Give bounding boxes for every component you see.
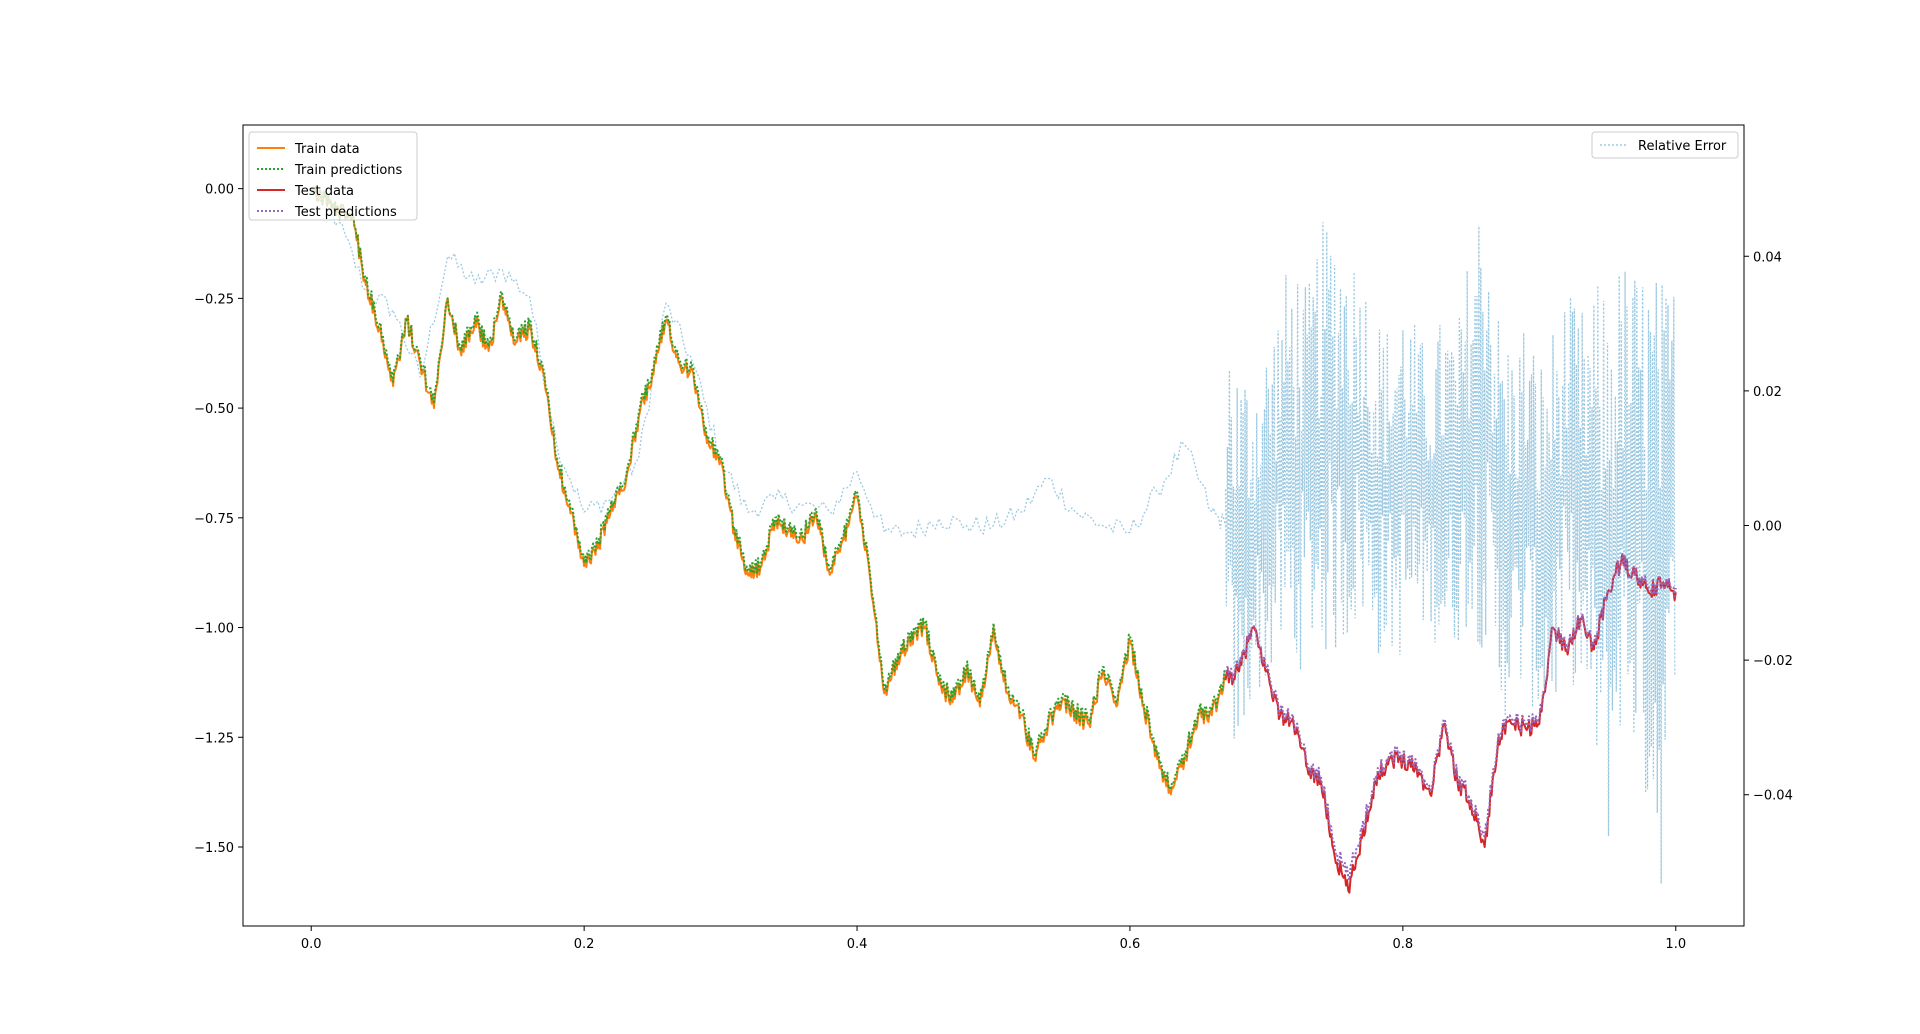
y-left-tick-label: 0.00 — [205, 183, 234, 198]
y-axis-left: 0.00 −0.25 −0.50 −0.75 −1.00 −1.25 −1.50 — [194, 183, 243, 856]
y-right-tick-label: −0.04 — [1753, 789, 1793, 804]
relative-error-line-train — [310, 188, 1227, 540]
train-data-line — [310, 185, 1227, 796]
legend-right-label: Relative Error — [1638, 139, 1727, 154]
legend-left-label: Train data — [294, 142, 360, 157]
y-left-tick-label: −0.50 — [194, 402, 234, 417]
x-tick-label: 1.0 — [1665, 937, 1686, 952]
legend-left-box — [248, 131, 418, 221]
y-right-tick-label: 0.04 — [1753, 250, 1782, 265]
legend-left: Train data Train predictions Test data Test… — [248, 131, 418, 221]
x-tick-label: 0.2 — [574, 937, 595, 952]
y-right-tick-label: 0.00 — [1753, 520, 1782, 535]
legend-right-box — [1591, 131, 1739, 159]
y-left-tick-label: −0.75 — [194, 512, 234, 527]
data-series-layer — [310, 185, 1677, 894]
legend-left-label: Train predictions — [294, 163, 403, 178]
relative-error-line-test — [1224, 222, 1676, 884]
y-right-tick-label: −0.02 — [1753, 654, 1793, 669]
relative-error-series — [310, 188, 1676, 884]
x-tick-label: 0.6 — [1120, 937, 1141, 952]
y-axis-right: 0.04 0.02 0.00 −0.02 −0.04 — [1744, 250, 1793, 804]
x-tick-label: 0.4 — [847, 937, 868, 952]
legend-left-label: Test predictions — [294, 205, 397, 220]
train-predictions-line — [310, 185, 1227, 791]
y-left-tick-label: −1.00 — [194, 622, 234, 637]
x-axis: 0.0 0.2 0.4 0.6 0.8 1.0 — [301, 926, 1686, 952]
y-right-tick-label: 0.02 — [1753, 385, 1782, 400]
y-left-tick-label: −0.25 — [194, 292, 234, 307]
test-predictions-line — [1224, 553, 1677, 881]
legend-right: Relative Error — [1591, 131, 1739, 159]
y-left-tick-label: −1.50 — [194, 841, 234, 856]
x-tick-label: 0.0 — [301, 937, 322, 952]
y-left-tick-label: −1.25 — [194, 731, 234, 746]
x-tick-label: 0.8 — [1393, 937, 1414, 952]
legend-left-label: Test data — [294, 184, 354, 199]
